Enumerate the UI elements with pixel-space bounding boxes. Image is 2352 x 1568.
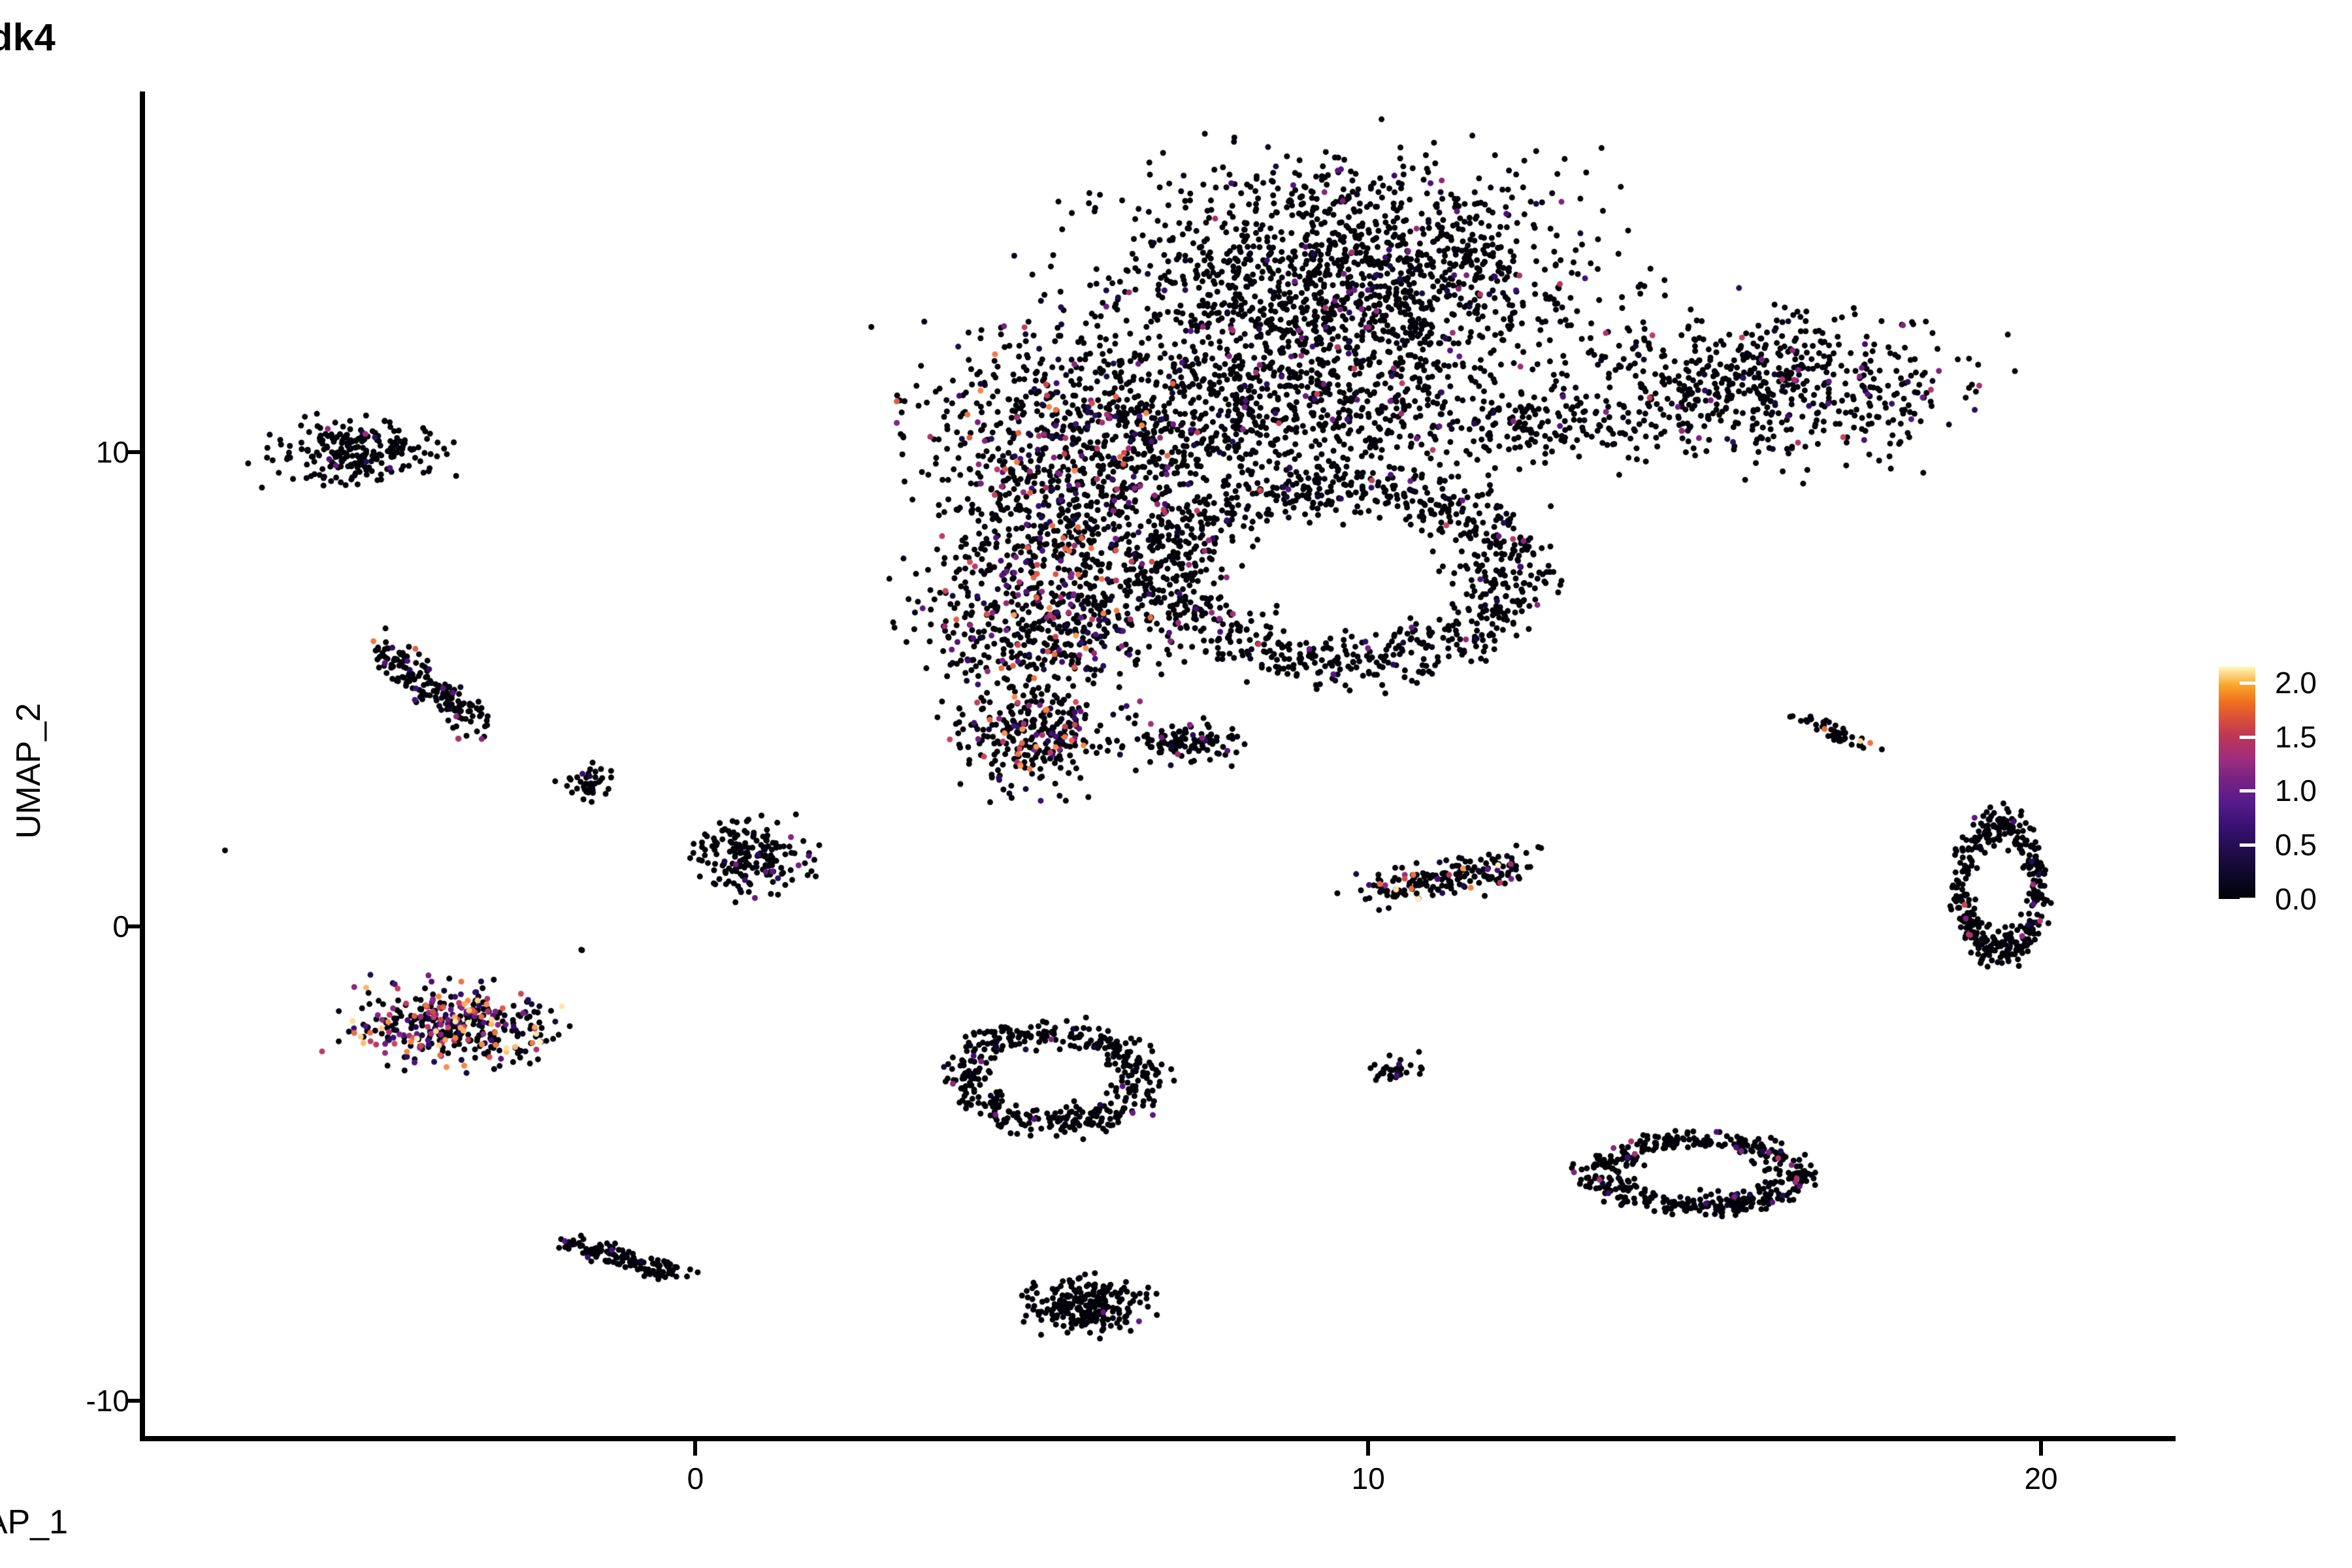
x-tick-mark [2039, 1441, 2044, 1456]
plot-panel [144, 91, 2176, 1439]
x-axis-title-text: UMAP_1 [0, 1503, 69, 1541]
x-tick-label: 10 [1351, 1462, 1385, 1495]
colorbar-tick-label: 2.0 [2275, 665, 2317, 700]
x-axis-line [140, 1436, 2176, 1441]
colorbar-tick-mark [2240, 843, 2255, 847]
colorbar-tick-label: 0.0 [2275, 882, 2317, 916]
colorbar-tick-label: 1.5 [2275, 719, 2317, 754]
colorbar-tick-mark [2240, 735, 2255, 739]
x-tick-mark [693, 1441, 698, 1456]
y-tick-mark [125, 449, 140, 454]
x-axis-title: UMAP_1 [0, 1503, 2319, 1542]
plot-title-text: Pdk4 [0, 16, 56, 59]
colorbar-tick-mark [2240, 898, 2255, 901]
y-tick-label: 10 [95, 434, 129, 469]
x-tick-mark [1366, 1441, 1371, 1456]
y-tick-label: 0 [112, 909, 129, 943]
page-title: Pdk4 [0, 16, 2293, 59]
y-tick-mark [125, 1398, 140, 1403]
x-tick-label: 0 [687, 1462, 704, 1495]
y-tick-label: -10 [86, 1383, 129, 1418]
y-tick-mark [125, 924, 140, 928]
colorbar-gradient [2219, 666, 2255, 901]
scatter-canvas [144, 91, 2176, 1439]
x-tick-label: 20 [2024, 1462, 2058, 1495]
colorbar-tick-label: 1.0 [2275, 774, 2317, 808]
y-axis-title: UMAP_2 [10, 702, 48, 840]
colorbar-tick-mark [2240, 789, 2255, 793]
colorbar-tick-label: 0.5 [2275, 828, 2317, 862]
colorbar-tick-mark [2240, 681, 2255, 685]
colorbar-legend: 0.0 0.5 1.0 1.5 2.0 [2219, 666, 2317, 916]
y-axis-line [140, 91, 145, 1441]
